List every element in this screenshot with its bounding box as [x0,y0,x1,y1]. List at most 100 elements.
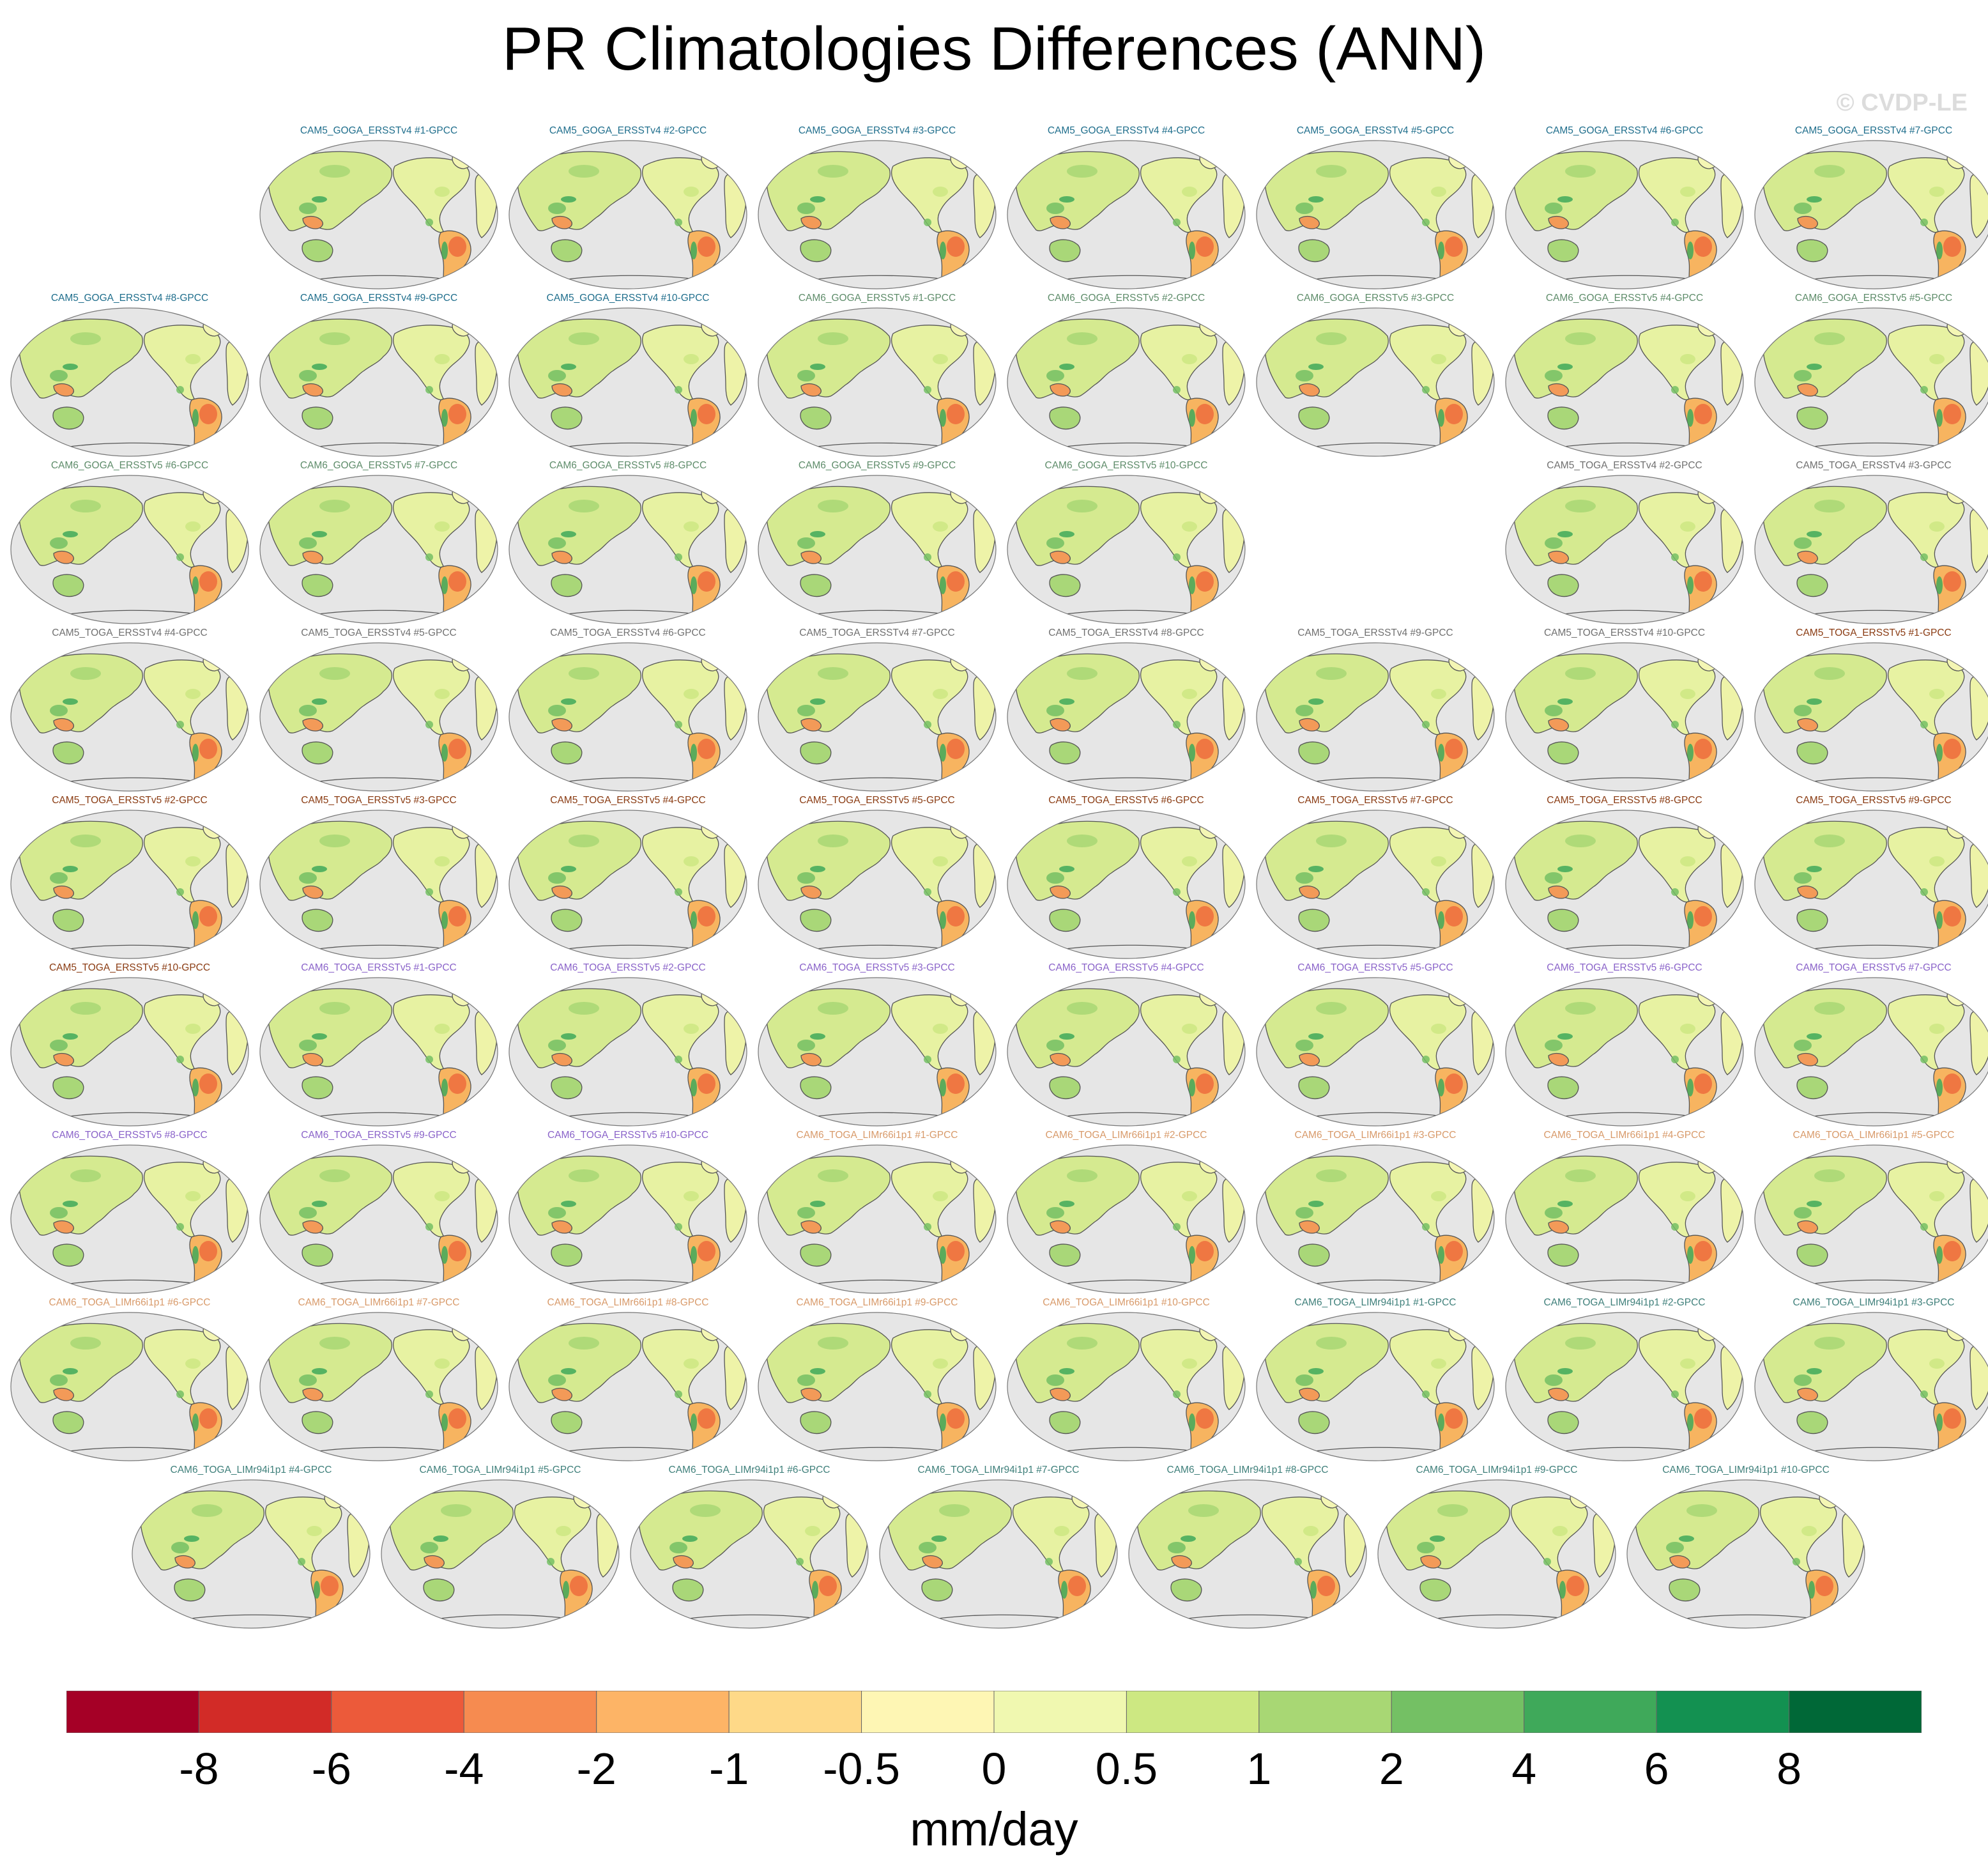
greenland-landmass [1199,149,1222,169]
map-border [10,475,249,624]
maritime-continent-landmass [1050,718,1071,732]
australia-landmass [1298,239,1330,263]
himalaya-bias [1059,196,1074,203]
precip-diff-map [508,1144,747,1294]
amazon-dry-bias [448,404,466,424]
panel-title: CAM5_TOGA_ERSSTv5 #9-GPCC [1796,795,1952,806]
southeast-asia-bias [1046,1374,1064,1386]
himalaya-bias [433,1535,448,1542]
panel-title: CAM6_GOGA_ERSSTv5 #5-GPCC [1794,293,1953,304]
himalaya-bias [931,1535,947,1542]
greenland-landmass [1199,986,1222,1006]
panel-title: CAM5_TOGA_ERSSTv5 #1-GPCC [1796,627,1952,638]
precip-diff-map [10,1312,249,1461]
australia-landmass [800,239,832,263]
central-america-bias [924,721,931,728]
southeast-asia-bias [1417,1542,1435,1553]
amazon-dry-bias [1445,404,1463,424]
map-panel: CAM5_GOGA_ERSSTv4 #2-GPCC [507,125,749,293]
panel-title: CAM5_TOGA_ERSSTv4 #5-GPCC [301,627,457,638]
central-america-bias [924,1223,931,1231]
australia-landmass [1796,239,1828,263]
watermark: © CVDP-LE [1836,89,1968,116]
us-east-bias [933,187,948,197]
maritime-continent-landmass [1797,215,1818,229]
us-east-bias [185,521,201,532]
asia-landmass [1264,1155,1389,1236]
himalaya-bias [312,1368,327,1374]
panel-title: CAM6_TOGA_ERSSTv5 #1-GPCC [301,962,457,973]
himalaya-bias [810,1368,825,1374]
central-america-bias [1920,888,1928,896]
central-america-bias [425,219,433,226]
andes-wet-bias [192,1246,199,1264]
map-border [1007,1312,1246,1461]
map-border [1007,475,1246,624]
southeast-asia-bias [669,1542,687,1553]
andes-wet-bias [1687,744,1694,762]
southeast-asia-bias [1545,537,1563,549]
southeast-asia-bias [548,872,566,884]
us-east-bias [1303,1526,1319,1536]
precip-diff-map [1505,810,1744,959]
asia-landmass [1513,820,1638,901]
australia-landmass [302,574,333,597]
siberia-bias [1814,332,1845,345]
greenland-landmass [1946,651,1969,672]
himalaya-bias [1308,1201,1324,1207]
map-border [1505,810,1744,959]
map-panel: CAM6_TOGA_ERSSTv5 #1-GPCC [258,962,500,1130]
asia-landmass [517,653,641,734]
central-america-bias [1294,1558,1302,1566]
map-border [259,475,498,624]
precip-diff-map [10,642,249,792]
southeast-asia-bias [1794,370,1812,381]
central-america-bias [924,219,931,226]
central-america-bias [1671,386,1679,394]
siberia-bias [818,1169,848,1182]
colorbar-swatch [1789,1691,1922,1733]
siberia-bias [1814,165,1845,178]
maritime-continent-landmass [800,550,822,564]
panel-title: CAM5_GOGA_ERSSTv4 #8-GPCC [50,293,209,304]
amazon-dry-bias [1445,906,1463,927]
asia-landmass [268,486,392,566]
map-border [259,1312,498,1461]
greenland-landmass [701,316,724,337]
siberia-bias [1814,667,1845,680]
andes-wet-bias [192,1079,199,1096]
greenland-landmass [1448,986,1471,1006]
greenland-landmass [1946,316,1969,337]
us-east-bias [1054,1526,1069,1536]
siberia-bias [1565,835,1596,847]
amazon-dry-bias [947,739,965,759]
precip-diff-map [259,475,498,624]
map-border [1505,140,1744,289]
precip-diff-map [508,977,747,1127]
australia-landmass [302,909,333,932]
siberia-bias [569,165,599,178]
australia-landmass [1796,1243,1828,1267]
panel-title: CAM6_TOGA_LIMr94i1p1 #10-GPCC [1662,1465,1830,1475]
map-panel: CAM6_TOGA_LIMr66i1p1 #10-GPCC [1005,1297,1247,1465]
central-america-bias [425,553,433,561]
himalaya-bias [1308,698,1324,705]
siberia-bias [1814,500,1845,512]
central-america-bias [1671,1056,1679,1063]
central-america-bias [675,721,682,728]
andes-wet-bias [691,911,697,929]
us-east-bias [1929,689,1945,699]
precip-diff-map [10,1144,249,1294]
greenland-landmass [573,1488,596,1509]
himalaya-bias [1308,1368,1324,1374]
central-america-bias [425,1056,433,1063]
panel-title: CAM6_GOGA_ERSSTv5 #10-GPCC [1044,460,1208,471]
australia-landmass [800,574,832,597]
precip-diff-map [1256,810,1495,959]
siberia-bias [1316,1337,1347,1350]
southeast-asia-bias [797,1040,815,1051]
amazon-dry-bias [1943,1241,1961,1261]
andes-wet-bias [1687,576,1694,594]
panel-title: CAM5_TOGA_ERSSTv5 #4-GPCC [550,795,706,806]
us-east-bias [1182,1358,1197,1369]
